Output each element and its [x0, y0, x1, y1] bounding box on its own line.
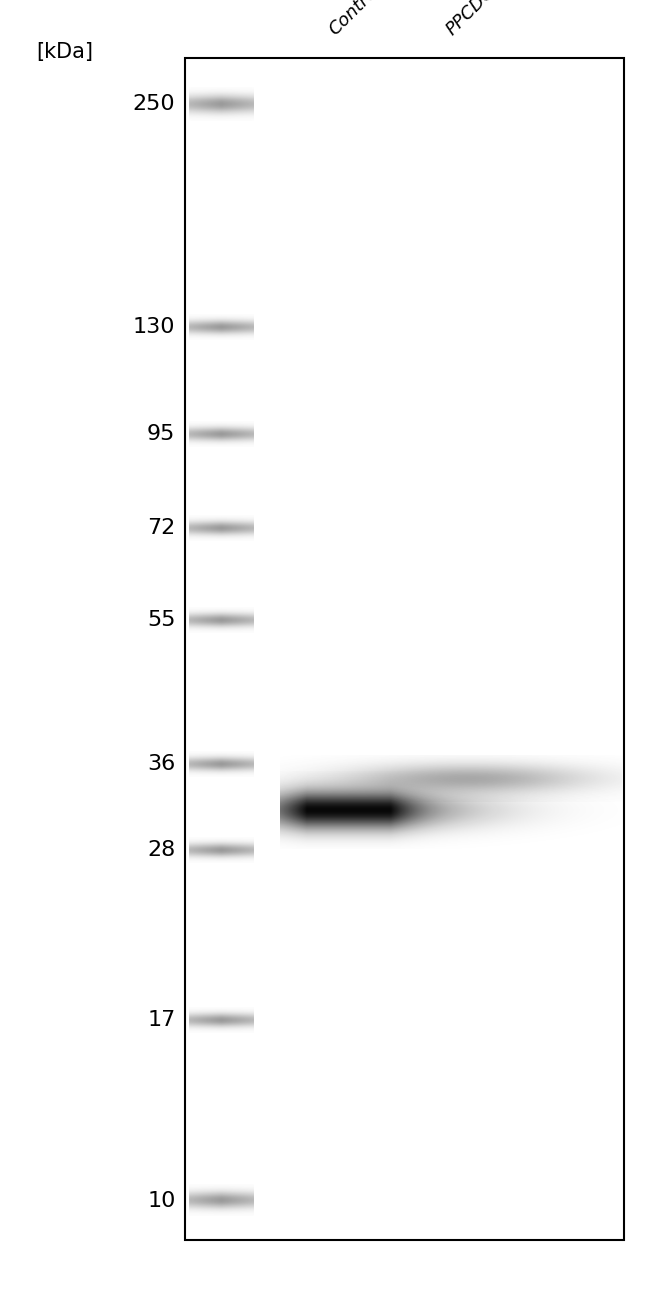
Text: 72: 72	[148, 518, 176, 537]
Text: 17: 17	[148, 1010, 176, 1029]
Text: PPCDC: PPCDC	[442, 0, 498, 39]
Text: 55: 55	[147, 610, 176, 630]
Text: 130: 130	[133, 317, 176, 336]
Text: [kDa]: [kDa]	[36, 42, 93, 62]
Text: 36: 36	[148, 754, 176, 774]
Text: 10: 10	[147, 1190, 176, 1211]
Text: 28: 28	[148, 840, 176, 859]
Text: 95: 95	[147, 423, 176, 444]
Bar	[185, 58, 624, 1240]
Text: 250: 250	[133, 93, 176, 114]
Text: Control: Control	[325, 0, 384, 39]
